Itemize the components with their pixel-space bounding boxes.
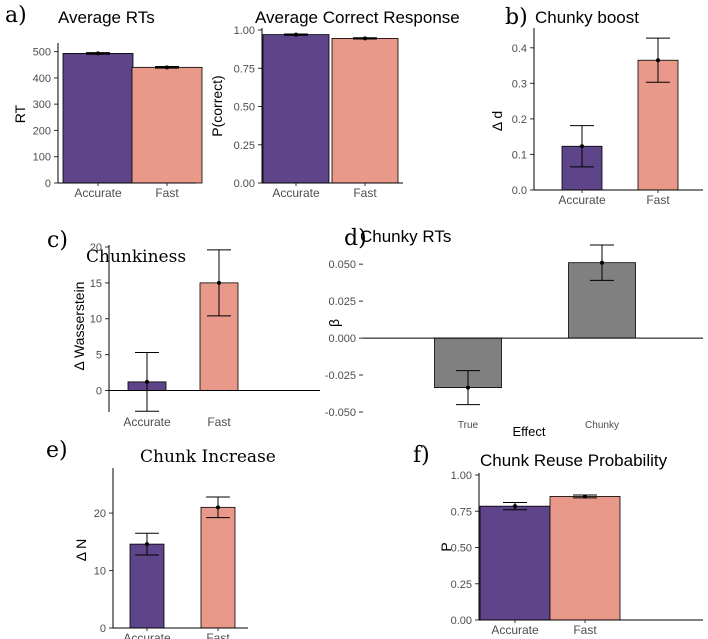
y-tick-label-a2: 1.00 bbox=[234, 25, 255, 37]
mean-point-a2 bbox=[294, 32, 298, 37]
y-tick-label-a2: 0.00 bbox=[234, 178, 255, 190]
x-tick-label-a2: Accurate bbox=[272, 186, 320, 200]
y-tick-label-b: 0.1 bbox=[512, 149, 527, 161]
x-tick-label-a1: Fast bbox=[155, 186, 179, 200]
chart-title-a2: Average Correct Response bbox=[255, 8, 460, 27]
y-axis-label-f: P bbox=[438, 542, 454, 551]
y-tick-label-e: 20 bbox=[94, 508, 106, 520]
y-tick-label-d: 0.050 bbox=[328, 259, 356, 271]
y-tick-label-e: 10 bbox=[94, 566, 106, 578]
y-tick-label-f: 0.25 bbox=[451, 579, 472, 591]
y-tick-label-b: 0.0 bbox=[512, 185, 527, 197]
y-tick-label-e: 0 bbox=[100, 623, 106, 635]
bar-e-accurate bbox=[129, 543, 165, 629]
panel-label-e: e) bbox=[46, 438, 68, 463]
x-tick-label-b: Fast bbox=[646, 193, 670, 207]
mean-point-c bbox=[145, 379, 149, 384]
y-tick-label-a1: 300 bbox=[33, 99, 51, 111]
y-tick-label-c: 15 bbox=[90, 278, 102, 290]
panel-label-a1: a) bbox=[5, 3, 27, 28]
panel-label-c: c) bbox=[47, 228, 68, 253]
bar-a2-fast bbox=[331, 38, 399, 184]
y-tick-label-c: 5 bbox=[96, 350, 102, 362]
mean-point-d bbox=[600, 260, 604, 265]
panel-label-b: b) bbox=[505, 5, 528, 30]
mean-point-a1 bbox=[96, 51, 100, 56]
chart-title-c: Chunkiness bbox=[86, 247, 186, 267]
x-tick-label-d: True bbox=[458, 420, 479, 431]
y-tick-label-a1: 100 bbox=[33, 152, 51, 164]
y-tick-label-d: -0.050 bbox=[325, 407, 356, 419]
y-tick-label-a1: 400 bbox=[33, 73, 51, 85]
y-axis-label-e: Δ N bbox=[73, 539, 89, 562]
panel-label-f: f) bbox=[413, 443, 430, 468]
mean-point-a2 bbox=[363, 36, 367, 41]
y-tick-label-b: 0.2 bbox=[512, 114, 527, 126]
x-tick-label-c: Accurate bbox=[123, 415, 171, 429]
x-tick-label-c: Fast bbox=[207, 415, 231, 429]
mean-point-b bbox=[656, 58, 660, 63]
panel-b: b) Chunky boost Δ d 0.0 0.1 0.2 0.3 0.4 Accurate… bbox=[489, 5, 703, 207]
y-tick-label-f: 0.00 bbox=[451, 615, 472, 627]
x-tick-label-e: Accurate bbox=[123, 631, 171, 639]
y-tick-label-f: 0.75 bbox=[451, 506, 472, 518]
panel-e: e) Chunk Increase Δ N 0 10 20 Accurate Fast bbox=[46, 438, 276, 639]
mean-point-f bbox=[513, 504, 517, 509]
chart-title-b: Chunky boost bbox=[535, 8, 639, 27]
y-axis-label-a1: RT bbox=[12, 104, 28, 123]
y-tick-label-a1: 200 bbox=[33, 125, 51, 137]
y-tick-label-c: 20 bbox=[90, 242, 102, 254]
y-tick-label-a2: 0.25 bbox=[234, 140, 255, 152]
x-tick-label-f: Accurate bbox=[491, 623, 539, 637]
mean-point-b bbox=[580, 144, 584, 149]
x-tick-label-e: Fast bbox=[206, 631, 230, 639]
y-tick-label-f: 0.50 bbox=[451, 543, 472, 555]
mean-point-d bbox=[466, 385, 470, 390]
panel-c: c) Chunkiness Δ Wasserstein 0 5 10 15 20 Accurat… bbox=[47, 228, 320, 429]
bar-f-accurate bbox=[479, 505, 551, 621]
x-tick-label-a2: Fast bbox=[353, 186, 377, 200]
mean-point-a1 bbox=[165, 65, 169, 70]
y-tick-label-d: 0.000 bbox=[328, 333, 356, 345]
y-axis-label-d: β bbox=[326, 319, 342, 327]
x-tick-label-b: Accurate bbox=[558, 193, 606, 207]
x-axis-label-d: Effect bbox=[512, 424, 545, 439]
mean-point-c bbox=[217, 280, 221, 285]
y-tick-label-a2: 0.75 bbox=[234, 63, 255, 75]
bar-a1-fast bbox=[131, 66, 203, 184]
y-tick-label-b: 0.4 bbox=[512, 43, 527, 55]
y-tick-label-a1: 0 bbox=[45, 178, 51, 190]
y-tick-label-d: -0.025 bbox=[325, 370, 356, 382]
y-tick-label-c: 10 bbox=[90, 314, 102, 326]
y-tick-label-c: 0 bbox=[96, 385, 102, 397]
y-tick-label-f: 1.00 bbox=[451, 470, 472, 482]
y-axis-label-a2: P(correct) bbox=[209, 75, 225, 136]
bar-a2-accurate bbox=[262, 34, 330, 184]
mean-point-f bbox=[583, 494, 587, 499]
panel-d: d)Chunky RTs β -0.050 -0.025 0.000 0.025 0.050… bbox=[325, 226, 703, 439]
y-axis-label-c: Δ Wasserstein bbox=[71, 282, 87, 371]
bar-a1-accurate bbox=[62, 53, 134, 184]
y-tick-label-d: 0.025 bbox=[328, 296, 356, 308]
bar-f-fast bbox=[549, 496, 621, 621]
panel-a1: a) Average RTs RT 0 100 200 300 400 500 Accurate F… bbox=[5, 3, 203, 200]
mean-point-e bbox=[216, 505, 220, 510]
x-tick-label-a1: Accurate bbox=[74, 186, 122, 200]
mean-point-e bbox=[145, 542, 149, 547]
panel-label-d: d) bbox=[344, 226, 367, 251]
bar-e-fast bbox=[200, 506, 236, 629]
chart-title-e: Chunk Increase bbox=[140, 447, 276, 467]
chart-title-d: Chunky RTs bbox=[360, 227, 451, 246]
x-tick-label-f: Fast bbox=[573, 623, 597, 637]
y-tick-label-a1: 500 bbox=[33, 47, 51, 59]
y-tick-label-b: 0.3 bbox=[512, 78, 527, 90]
chart-title-f: Chunk Reuse Probability bbox=[480, 451, 668, 470]
x-tick-label-d: Chunky bbox=[585, 420, 619, 431]
y-tick-label-a2: 0.50 bbox=[234, 102, 255, 114]
chart-title-a1: Average RTs bbox=[58, 8, 155, 27]
panel-f: f) Chunk Reuse Probability P 0.00 0.25 0.50 0.… bbox=[413, 443, 703, 637]
y-axis-label-b: Δ d bbox=[489, 111, 505, 131]
panel-a2: Average Correct Response P(correct) 0.00 0.… bbox=[209, 8, 460, 200]
